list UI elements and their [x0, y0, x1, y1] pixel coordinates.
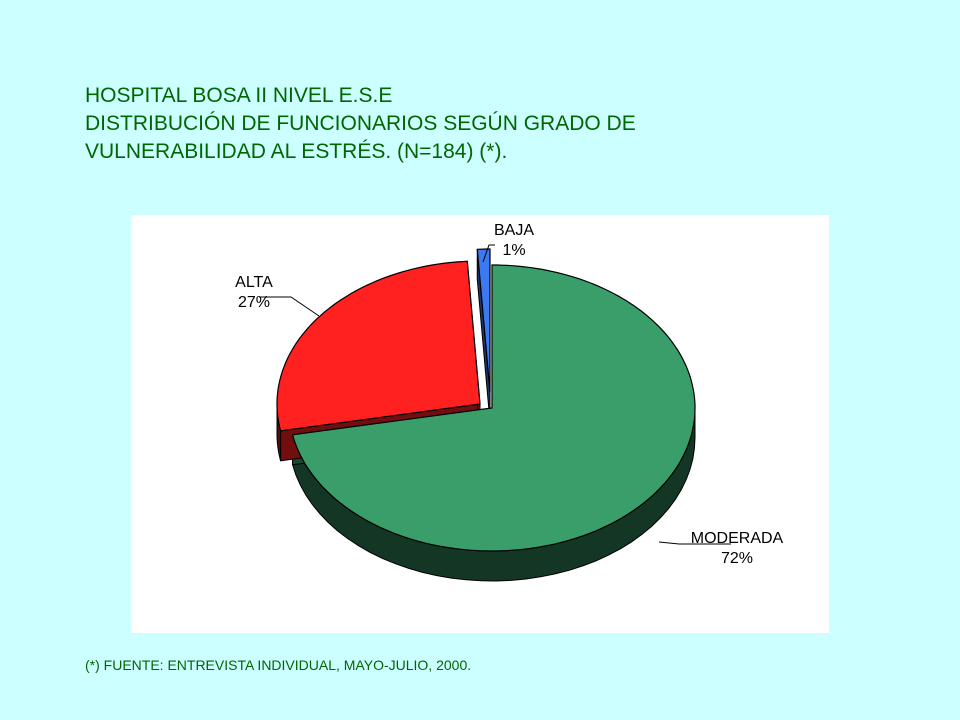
pie-slice-moderada — [291, 264, 696, 552]
pie-chart: MODERADA 72% ALTA 27% BAJA 1% — [235, 222, 784, 582]
slice-value-moderada: 72% — [721, 550, 753, 567]
chart-area: MODERADA 72% ALTA 27% BAJA 1% — [131, 215, 829, 633]
pie-slice-alta — [276, 260, 481, 432]
leader-line-moderada — [658, 541, 731, 545]
slice-value-baja: 1% — [502, 242, 525, 259]
leader-line-baja — [482, 244, 495, 263]
leader-line-alta — [259, 296, 320, 317]
source-footnote: (*) FUENTE: ENTREVISTA INDIVIDUAL, MAYO-… — [85, 657, 472, 673]
title-line-2: DISTRIBUCIÓN DE FUNCIONARIOS SEGÚN GRADO… — [85, 112, 636, 135]
chart-title: HOSPITAL BOSA II NIVEL E.S.E DISTRIBUCIÓ… — [85, 82, 805, 166]
pie-slice-baja — [476, 248, 491, 393]
title-line-1: HOSPITAL BOSA II NIVEL E.S.E — [85, 84, 393, 107]
slice-label-alta: ALTA — [235, 274, 273, 291]
slice-label-moderada: MODERADA — [691, 530, 784, 547]
title-line-3: VULNERABILIDAD AL ESTRÉS. (N=184) (*). — [85, 140, 508, 163]
slice-value-alta: 27% — [238, 294, 270, 311]
slice-label-baja: BAJA — [494, 222, 534, 239]
